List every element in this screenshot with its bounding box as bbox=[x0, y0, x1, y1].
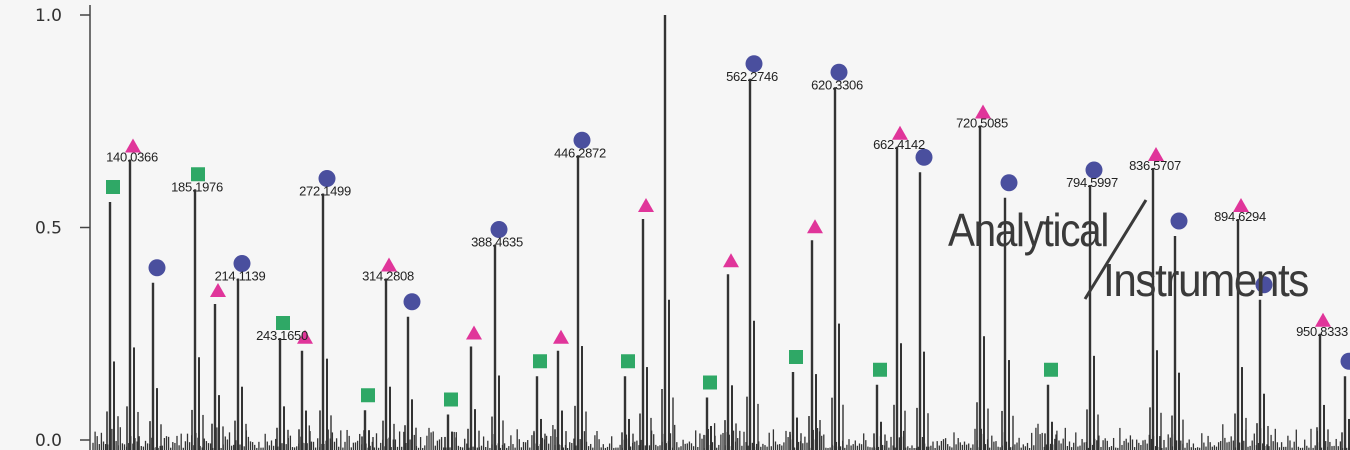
circle-marker bbox=[1170, 212, 1188, 230]
square-marker bbox=[621, 354, 635, 369]
triangle-marker bbox=[381, 257, 397, 272]
y-tick-label: 0.0 bbox=[35, 431, 62, 450]
circle-marker bbox=[148, 259, 166, 277]
triangle-marker bbox=[466, 325, 482, 340]
y-tick-label: 0.5 bbox=[35, 219, 62, 239]
square-marker bbox=[789, 350, 803, 364]
triangle-marker bbox=[638, 198, 654, 212]
peak-mz-label: 314.2808 bbox=[362, 269, 414, 284]
circle-marker bbox=[318, 170, 336, 187]
triangle-marker bbox=[1148, 147, 1164, 161]
peak-mz-label: 140.0366 bbox=[106, 150, 158, 165]
triangle-marker bbox=[1315, 312, 1331, 327]
peak-mz-label: 446.2872 bbox=[554, 145, 606, 160]
peak-mz-label: 243.1650 bbox=[256, 328, 308, 343]
circle-marker bbox=[1255, 276, 1273, 294]
triangle-marker bbox=[1233, 198, 1249, 212]
circle-marker bbox=[915, 148, 933, 166]
peak-mz-label: 794.5997 bbox=[1066, 175, 1118, 190]
circle-marker bbox=[1085, 161, 1103, 179]
peak-mz-label: 185.1976 bbox=[171, 179, 223, 194]
peak-mz-label: 388.4635 bbox=[471, 235, 523, 250]
square-marker bbox=[1044, 362, 1058, 377]
circle-marker bbox=[745, 55, 763, 73]
triangle-marker bbox=[210, 283, 226, 297]
square-marker bbox=[191, 167, 205, 182]
peak-mz-label: 836.5707 bbox=[1129, 158, 1181, 173]
peak-mz-label: 620.3306 bbox=[811, 77, 863, 92]
peak-mz-label: 214.1139 bbox=[215, 269, 266, 284]
circle-marker bbox=[573, 131, 591, 149]
circle-marker bbox=[1340, 352, 1350, 370]
y-tick-label: 1.0 bbox=[35, 6, 62, 26]
square-marker bbox=[276, 316, 290, 330]
circle-marker bbox=[830, 63, 848, 81]
triangle-marker bbox=[297, 329, 313, 344]
triangle-marker bbox=[125, 138, 141, 153]
square-marker bbox=[533, 354, 547, 369]
square-marker bbox=[361, 388, 375, 403]
square-marker bbox=[703, 375, 717, 390]
logo-line-1: Analytical bbox=[948, 204, 1108, 256]
logo-slash bbox=[1083, 199, 1148, 300]
triangle-marker bbox=[553, 329, 569, 344]
circle-marker bbox=[1000, 174, 1018, 192]
circle-marker bbox=[490, 221, 508, 238]
triangle-marker bbox=[807, 219, 823, 234]
square-marker bbox=[444, 392, 458, 407]
peak-mz-label: 272.1499 bbox=[299, 184, 351, 199]
triangle-marker bbox=[723, 253, 739, 268]
circle-marker bbox=[403, 293, 421, 311]
analytical-instruments-logo: Analytical Instruments bbox=[948, 199, 1310, 306]
square-marker bbox=[873, 362, 887, 377]
circle-marker bbox=[233, 255, 251, 272]
peak-mz-label: 894.6294 bbox=[1214, 209, 1266, 224]
peak-mz-label: 720.5085 bbox=[956, 116, 1008, 131]
triangle-marker bbox=[892, 125, 908, 140]
logo-line-2: Instruments bbox=[1103, 254, 1308, 306]
peak-mz-label: 662.4142 bbox=[873, 137, 925, 152]
square-marker bbox=[106, 180, 120, 194]
peak-mz-label: 950.8333 bbox=[1296, 324, 1348, 339]
triangle-marker bbox=[975, 104, 991, 119]
peak-mz-label: 562.2746 bbox=[726, 69, 778, 84]
